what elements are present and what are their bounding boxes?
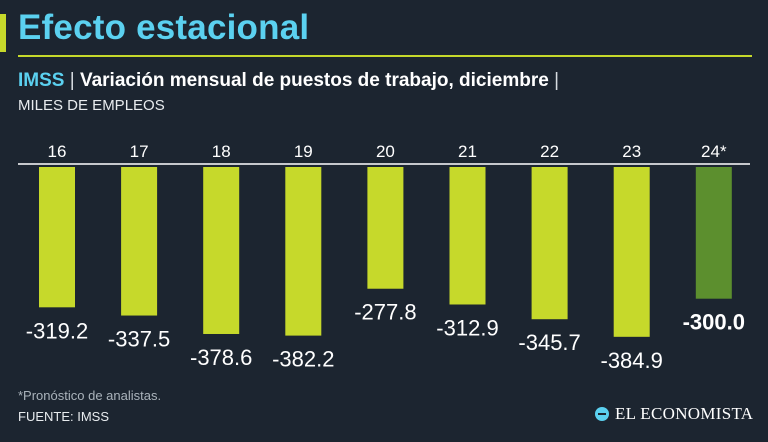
footnote: *Pronóstico de analistas. bbox=[18, 388, 162, 403]
source-note: FUENTE: IMSS bbox=[18, 409, 110, 424]
x-tick-label: 21 bbox=[458, 142, 477, 161]
bar bbox=[285, 167, 322, 336]
x-tick-label: 20 bbox=[376, 142, 395, 161]
x-tick-label: 23 bbox=[622, 142, 641, 161]
brand-logo: EL ECONOMISTA bbox=[595, 404, 753, 424]
bar bbox=[367, 167, 404, 289]
data-label: -277.8 bbox=[354, 300, 416, 325]
bar bbox=[449, 167, 486, 305]
subtitle-source: IMSS bbox=[18, 70, 65, 91]
logo-text: EL ECONOMISTA bbox=[615, 404, 754, 423]
logo-icon bbox=[595, 407, 609, 421]
bar bbox=[39, 167, 75, 308]
data-label: -300.0 bbox=[683, 310, 745, 335]
data-label: -337.5 bbox=[108, 327, 170, 352]
subtitle-text: Variación mensual de puestos de trabajo,… bbox=[79, 70, 549, 91]
bar bbox=[203, 167, 240, 334]
chart-subtitle: IMSS | Variación mensual de puestos de t… bbox=[18, 70, 559, 92]
title-accent bbox=[0, 14, 6, 52]
title-rule bbox=[18, 55, 752, 57]
subtitle-separator-right: | bbox=[554, 70, 559, 91]
data-label: -382.2 bbox=[272, 347, 334, 372]
x-tick-label: 19 bbox=[294, 142, 313, 161]
bar bbox=[121, 167, 158, 316]
bars-layer: 16 -319.2 17 -337.5 18 -378.6 19 -382.2 20 -277.8… bbox=[26, 142, 745, 373]
x-tick-label: 22 bbox=[540, 142, 559, 161]
subtitle-separator-left: | bbox=[69, 70, 75, 91]
chart-units: MILES DE EMPLEOS bbox=[18, 97, 165, 114]
x-tick-label: 18 bbox=[212, 142, 231, 161]
page-title: Efecto estacional bbox=[18, 8, 310, 47]
title-bar: Efecto estacional bbox=[0, 6, 768, 54]
data-label: -312.9 bbox=[436, 315, 498, 340]
bar bbox=[613, 167, 650, 337]
x-tick-label: 16 bbox=[48, 142, 67, 161]
bar-forecast bbox=[695, 167, 732, 299]
x-tick-label: 17 bbox=[130, 142, 149, 161]
bar bbox=[531, 167, 568, 320]
data-label: -319.2 bbox=[26, 318, 88, 343]
data-label: -345.7 bbox=[518, 330, 580, 355]
x-tick-label: 24* bbox=[701, 142, 727, 161]
data-label: -384.9 bbox=[601, 348, 663, 373]
data-label: -378.6 bbox=[190, 345, 252, 370]
